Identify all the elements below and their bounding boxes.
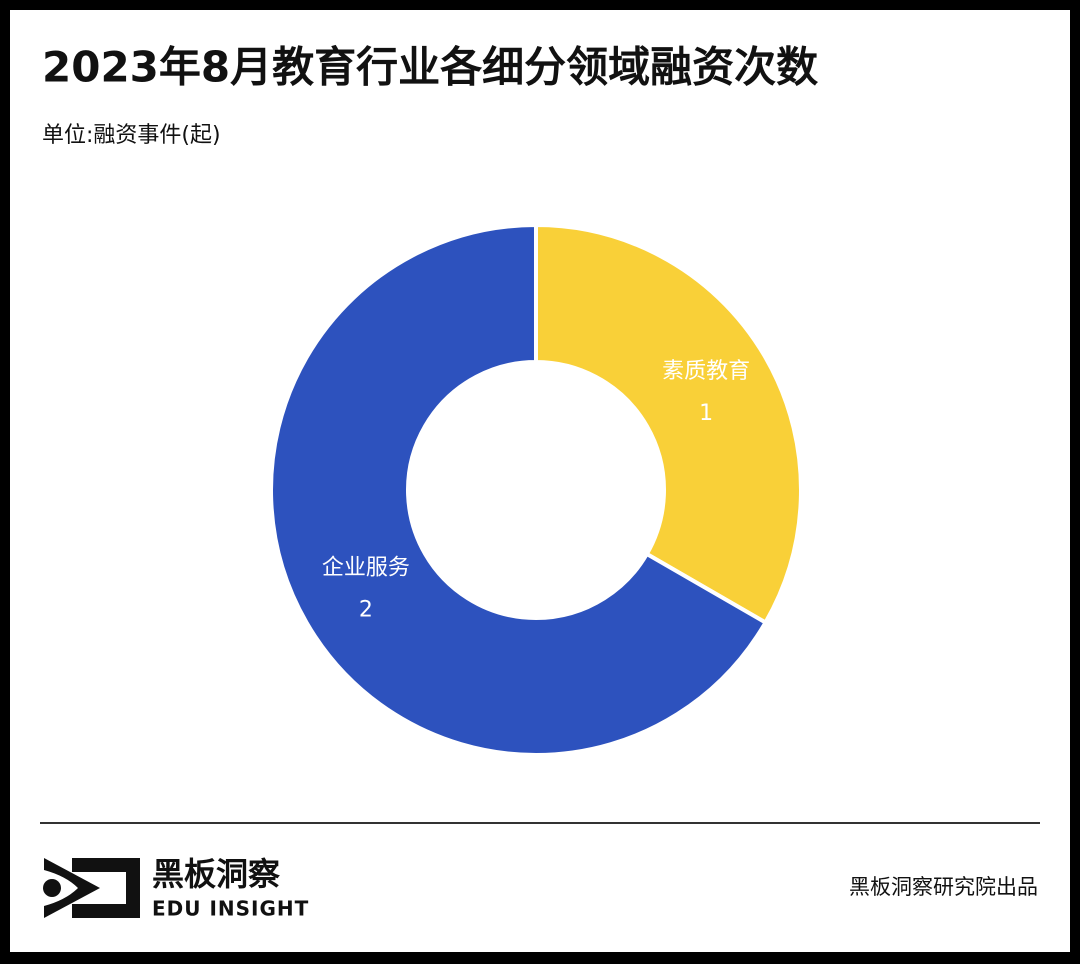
slice	[534, 222, 803, 626]
chart-subtitle: 单位:融资事件(起)	[42, 123, 221, 148]
value-label: 2	[359, 597, 373, 622]
logo-en: EDU INSIGHT	[152, 897, 309, 921]
donut: 素质教育 1 企业服务 2	[269, 222, 803, 757]
value-label: 1	[699, 401, 713, 426]
logo-name: 黑板洞察	[152, 855, 280, 893]
logo-icon	[43, 858, 140, 918]
slice	[269, 222, 769, 757]
chart-title: 2023年8月教育行业各细分领域融资次数	[42, 43, 818, 92]
slice-label: 素质教育	[662, 359, 750, 384]
slice-label: 企业服务	[322, 555, 410, 580]
background	[10, 10, 1070, 952]
credit: 黑板洞察研究院出品	[849, 875, 1038, 899]
